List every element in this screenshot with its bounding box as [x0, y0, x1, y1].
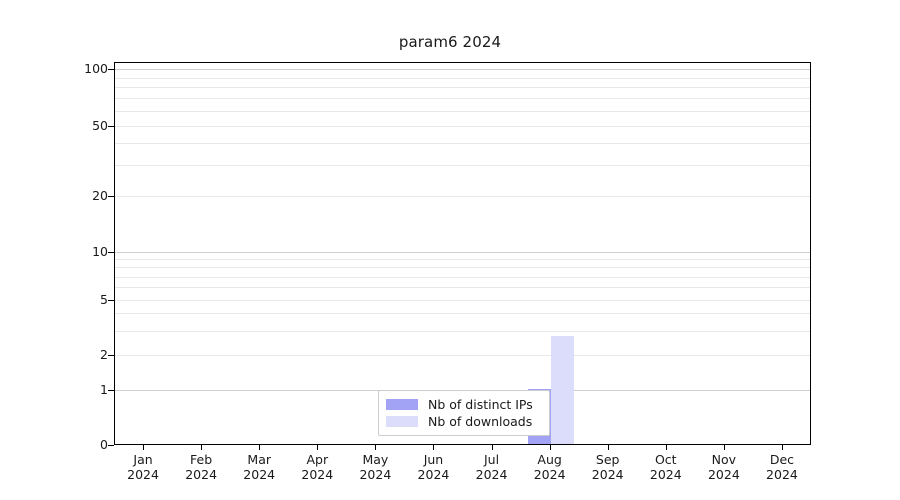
gridline	[115, 87, 810, 89]
legend-swatch-icon	[386, 399, 418, 410]
x-tick-label: Apr 2024	[277, 452, 357, 482]
y-tick-label: 10	[92, 243, 108, 259]
legend-item[interactable]: Nb of downloads	[386, 413, 542, 430]
x-tick-label-line: 2024	[359, 467, 392, 482]
x-tick-label: Jun 2024	[393, 452, 473, 482]
x-tick-label-line: Feb	[190, 452, 213, 467]
gridline	[115, 98, 810, 100]
x-tick-label: Mar 2024	[219, 452, 299, 482]
x-tick-label-line: Apr	[306, 452, 329, 467]
x-tick-label-line: Nov	[711, 452, 737, 467]
x-tick-label-line: 2024	[185, 467, 218, 482]
y-tick-label: 2	[100, 346, 108, 362]
chart-title: param6 2024	[398, 33, 502, 51]
x-tick-label-line: 2024	[707, 467, 740, 482]
gridline	[115, 196, 810, 197]
x-tick-label: Oct 2024	[626, 452, 706, 482]
y-tick-label: 100	[84, 60, 108, 76]
x-tick-mark	[375, 445, 377, 450]
x-tick-label: Jan 2024	[103, 452, 183, 482]
gridline	[115, 330, 810, 332]
x-tick-mark	[607, 445, 609, 450]
gridline	[115, 300, 810, 301]
x-tick-label-line: Jul	[483, 452, 500, 467]
x-tick-label: Feb 2024	[161, 452, 241, 482]
plot-area	[114, 62, 811, 445]
x-tick-label-line: 2024	[766, 467, 798, 482]
x-tick-label-line: Mar	[247, 452, 271, 467]
x-tick-mark	[665, 445, 667, 450]
gridline	[115, 69, 810, 70]
y-tick-mark	[108, 196, 114, 197]
x-tick-label: May 2024	[335, 452, 415, 482]
gridline	[115, 287, 810, 289]
gridline	[115, 267, 810, 269]
gridline	[115, 252, 810, 253]
y-tick-mark	[108, 355, 114, 356]
x-tick-label: Aug 2024	[510, 452, 590, 482]
y-tick-mark	[108, 252, 114, 253]
x-tick-mark	[491, 445, 493, 450]
x-tick-label-line: Dec	[769, 452, 795, 467]
x-tick-label-line: Jan	[133, 452, 153, 467]
x-tick-label-line: Sep	[595, 452, 620, 467]
legend-label: Nb of downloads	[428, 414, 533, 429]
gridline	[115, 77, 810, 79]
gridline	[115, 165, 810, 167]
x-tick-label: Dec 2024	[742, 452, 822, 482]
legend-item[interactable]: Nb of distinct IPs	[386, 396, 542, 413]
x-tick-mark	[781, 445, 783, 450]
legend-swatch-icon	[386, 416, 418, 427]
x-tick-label: Jul 2024	[452, 452, 532, 482]
y-tick-mark	[108, 126, 114, 127]
x-tick-label-line: 2024	[127, 467, 159, 482]
y-tick-label: 20	[92, 187, 108, 203]
x-tick-mark	[143, 445, 145, 450]
y-tick-label: 5	[100, 291, 108, 307]
x-tick-label-line: Jun	[423, 452, 444, 467]
x-tick-label-line: 2024	[475, 467, 508, 482]
y-tick-mark	[108, 300, 114, 301]
chart-legend: Nb of distinct IPs Nb of downloads	[378, 390, 550, 436]
x-tick-label-line: Oct	[654, 452, 677, 467]
x-tick-mark	[201, 445, 203, 450]
x-tick-label-line: 2024	[591, 467, 624, 482]
x-tick-mark	[433, 445, 435, 450]
x-tick-label-line: 2024	[417, 467, 450, 482]
legend-label: Nb of distinct IPs	[428, 397, 533, 412]
x-tick-label-line: 2024	[533, 467, 566, 482]
y-tick-mark	[108, 69, 114, 70]
gridline	[115, 313, 810, 315]
x-tick-label-line: May	[362, 452, 389, 467]
x-tick-label: Nov 2024	[684, 452, 764, 482]
y-tick-mark	[108, 390, 114, 391]
gridline	[115, 126, 810, 127]
x-tick-mark	[723, 445, 725, 450]
x-tick-label: Sep 2024	[568, 452, 648, 482]
y-axis: 0 1 2 5 10 20 50 100	[58, 0, 108, 500]
gridline	[115, 259, 810, 261]
x-tick-label-line: Aug	[537, 452, 562, 467]
x-tick-label-line: 2024	[301, 467, 334, 482]
y-tick-label: 1	[100, 381, 108, 397]
y-tick-mark	[108, 445, 114, 446]
y-tick-label: 0	[100, 436, 108, 452]
gridline	[115, 355, 810, 356]
gridline	[115, 276, 810, 278]
x-tick-label-line: 2024	[649, 467, 682, 482]
x-tick-mark	[259, 445, 261, 450]
y-tick-label: 50	[92, 117, 108, 133]
x-tick-mark	[549, 445, 551, 450]
gridline	[115, 111, 810, 112]
gridline	[115, 143, 810, 145]
x-tick-mark	[317, 445, 319, 450]
bar-downloads	[550, 336, 574, 444]
x-tick-label-line: 2024	[243, 467, 276, 482]
